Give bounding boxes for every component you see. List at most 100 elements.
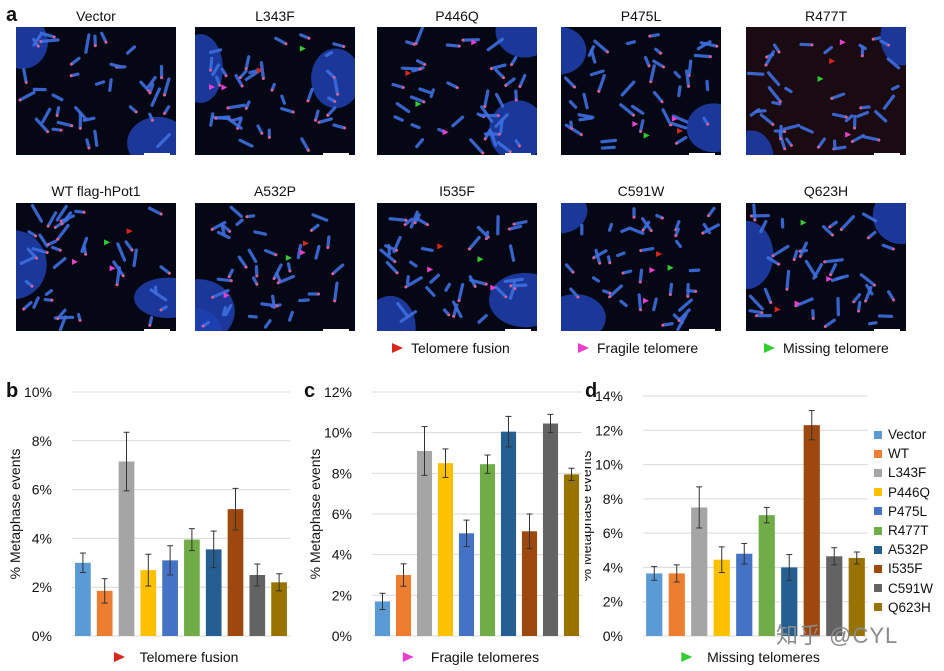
y-tick-label: 4%	[332, 547, 352, 563]
bar	[736, 553, 753, 636]
red-arrow-icon	[392, 343, 403, 353]
legend-item: L343F	[874, 463, 933, 482]
micrograph-title: L343F	[255, 8, 295, 24]
bar	[781, 567, 798, 636]
y-tick-label: 8%	[32, 433, 52, 449]
micrograph-title: Q623H	[803, 183, 849, 199]
watermark-text: 知乎 @CYL	[776, 623, 899, 648]
arrow-icon	[114, 652, 125, 662]
bar	[691, 507, 708, 636]
legend-label: P475L	[888, 503, 928, 519]
y-tick-label: 12%	[595, 422, 623, 438]
legend-swatch	[874, 468, 882, 477]
y-axis-label: % Metaphase events	[307, 449, 323, 580]
micrograph-title: I535F	[439, 183, 475, 199]
micrograph-image	[195, 203, 355, 331]
legend-swatch	[874, 449, 882, 458]
bar	[646, 573, 663, 636]
legend-item: Vector	[874, 425, 933, 444]
y-tick-label: 0%	[32, 628, 52, 644]
y-tick-label: 0%	[332, 628, 352, 644]
y-tick-label: 0%	[603, 628, 623, 644]
micrograph-image	[561, 27, 721, 155]
green-arrow-icon	[764, 343, 775, 353]
bar	[184, 539, 200, 636]
legend-swatch	[874, 545, 882, 554]
micrograph-image	[16, 27, 176, 155]
legend-swatch	[874, 488, 882, 497]
bar	[75, 562, 91, 636]
chart-fragile-telomeres: 0% 2% 4% 6% 8% 10% 12% % Metaphase events Fragil…	[307, 384, 582, 665]
bar	[521, 531, 538, 636]
legend-swatch	[874, 603, 882, 612]
micrograph-title: WT flag-hPot1	[51, 183, 141, 199]
micrograph-image	[16, 203, 176, 331]
legend-item: Q623H	[874, 598, 933, 617]
bar	[803, 425, 820, 636]
panel-a-label: a	[6, 4, 18, 26]
arrow-legend-missing: Missing telomere	[764, 340, 889, 356]
bar	[758, 515, 775, 636]
legend-label: Vector	[888, 427, 927, 443]
legend-label: L343F	[888, 465, 927, 481]
legend-label: I535F	[888, 561, 923, 577]
micrograph-title: A532P	[253, 183, 297, 199]
x-axis-label: Telomere fusion	[140, 649, 239, 665]
micrograph-image	[377, 203, 537, 331]
micrograph-image	[746, 203, 906, 331]
panel-d-label: d	[585, 380, 598, 402]
y-tick-label: 12%	[324, 384, 352, 400]
y-tick-label: 4%	[32, 530, 52, 546]
bar	[374, 601, 391, 636]
legend-item: WT	[874, 444, 933, 463]
legend-swatch	[874, 507, 882, 516]
legend-swatch	[874, 564, 882, 573]
bar	[205, 549, 222, 636]
arrow-legend-fusion: Telomere fusion	[392, 340, 510, 356]
legend-label: P446Q	[888, 484, 931, 500]
bar	[140, 570, 157, 636]
micrograph-image	[195, 27, 355, 155]
bar	[395, 575, 412, 636]
y-tick-label: 10%	[24, 384, 52, 400]
bar	[96, 590, 113, 636]
panel-c-label: c	[304, 380, 316, 402]
bar	[271, 582, 287, 636]
legend-label: A532P	[888, 542, 929, 558]
arrow-icon	[681, 652, 693, 662]
y-tick-label: 6%	[603, 525, 623, 541]
y-tick-label: 6%	[332, 506, 352, 522]
bar	[162, 560, 178, 636]
micrograph-title: R477T	[804, 8, 848, 24]
y-tick-label: 2%	[32, 579, 52, 595]
legend-label: R477T	[888, 523, 929, 539]
chart-missing-telomeres: 0% 2% 4% 6% 8% 10% 12% 14% % Metaphase events Mis…	[585, 388, 868, 665]
bar	[249, 575, 266, 636]
legend-label: WT	[888, 446, 909, 462]
y-tick-label: 4%	[603, 559, 623, 575]
y-tick-label: 10%	[595, 457, 623, 473]
legend-swatch	[874, 526, 882, 535]
legend-item: R477T	[874, 521, 933, 540]
micrograph-image	[377, 27, 537, 155]
y-axis-label: % Metaphase events	[7, 449, 23, 580]
arrow-legend-label: Fragile telomere	[597, 340, 699, 356]
bar	[479, 464, 496, 636]
bar	[542, 423, 559, 636]
arrow-legend-fragile: Fragile telomere	[578, 340, 698, 356]
micrograph-image	[746, 27, 906, 155]
bar	[713, 559, 730, 636]
y-tick-label: 10%	[324, 425, 352, 441]
magenta-arrow-icon	[578, 343, 589, 353]
micrograph-title: P475L	[620, 8, 662, 24]
bar	[227, 509, 244, 636]
y-tick-label: 6%	[32, 482, 52, 498]
legend-item: P446Q	[874, 483, 933, 502]
arrow-icon	[402, 652, 414, 662]
bar	[118, 461, 135, 636]
bar	[437, 463, 454, 636]
bar	[563, 474, 580, 636]
y-tick-label: 2%	[603, 594, 623, 610]
legend-label: Q623H	[888, 599, 931, 615]
y-tick-label: 14%	[595, 388, 623, 404]
